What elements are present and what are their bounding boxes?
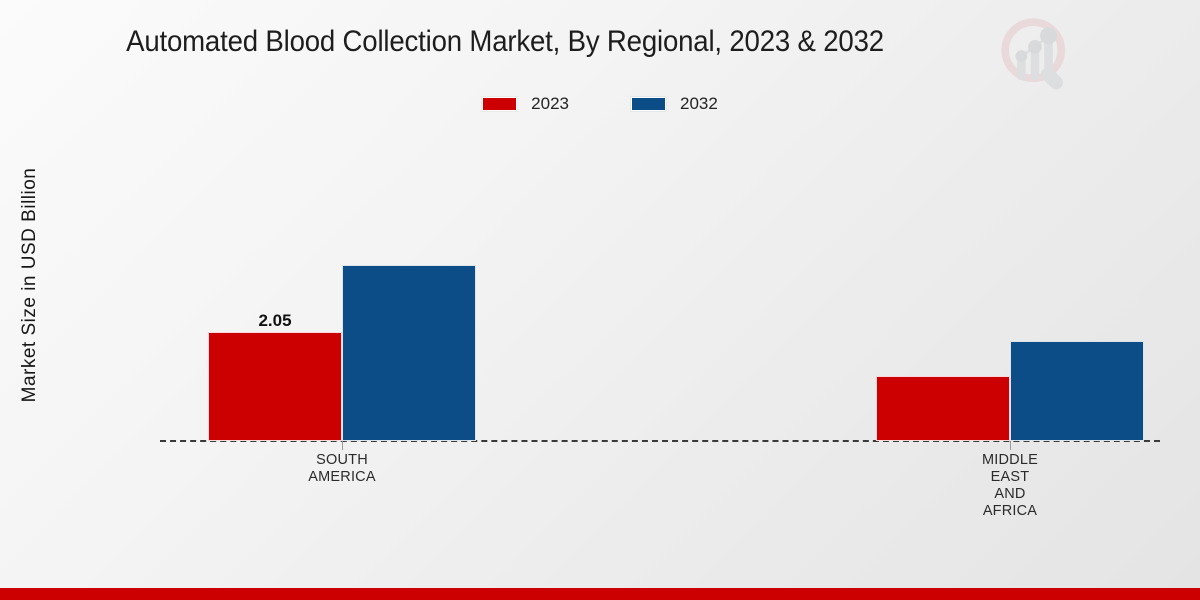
x-axis-tick-middle-east-and-africa (1010, 441, 1011, 450)
x-axis-label-mea-line-4: AFRICA (982, 503, 1038, 519)
x-axis-label-south-america-line-2: AMERICA (308, 469, 376, 485)
x-axis-label-south-america: SOUTH AMERICA (242, 452, 442, 486)
legend-item-2032[interactable]: 2032 (631, 94, 718, 114)
x-axis-label-mea-line-1: MIDDLE (982, 452, 1038, 468)
x-axis-tick-south-america (342, 441, 343, 450)
chart-legend: 2023 2032 (0, 94, 1200, 114)
x-axis-baseline (160, 440, 1160, 442)
legend-swatch-2023 (482, 97, 518, 111)
x-axis-label-mea-line-2: EAST (990, 469, 1030, 485)
chart-title: Automated Blood Collection Market, By Re… (126, 25, 884, 58)
bar-value-south-america-2023: 2.05 (258, 311, 292, 330)
bar-south-america-2032[interactable] (342, 265, 476, 441)
legend-label-2023: 2023 (531, 94, 569, 113)
x-axis-label-mea-line-3: AND (994, 486, 1026, 502)
bar-middle-east-and-africa-2023[interactable] (876, 376, 1010, 441)
footer-accent-bar (0, 588, 1200, 600)
x-axis-label-south-america-line-1: SOUTH (316, 452, 368, 468)
bar-south-america-2023[interactable] (208, 332, 342, 441)
legend-item-2023[interactable]: 2023 (482, 94, 569, 114)
legend-swatch-2032 (631, 97, 666, 111)
bar-middle-east-and-africa-2032[interactable] (1010, 341, 1144, 441)
x-axis-label-middle-east-and-africa: MIDDLE EAST AND AFRICA (910, 452, 1110, 520)
legend-label-2032: 2032 (680, 94, 718, 113)
